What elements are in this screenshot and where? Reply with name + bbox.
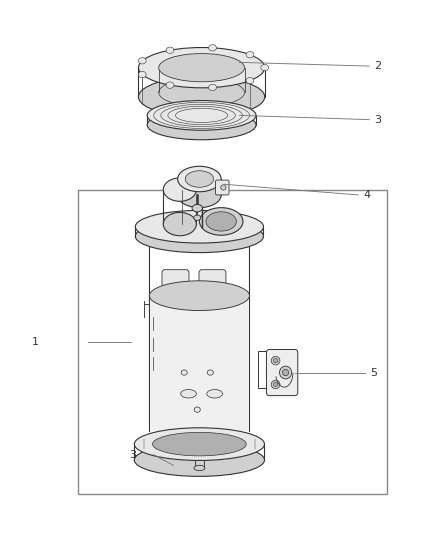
Ellipse shape [163,178,196,201]
Text: 4: 4 [364,190,371,200]
Bar [258,351,278,389]
Ellipse shape [271,380,280,389]
Bar [151,296,248,431]
Ellipse shape [246,77,254,84]
FancyBboxPatch shape [266,350,298,395]
Ellipse shape [181,370,187,375]
Text: 3: 3 [374,115,381,125]
Ellipse shape [134,443,265,477]
Text: 3: 3 [129,450,136,460]
Ellipse shape [163,213,196,236]
FancyBboxPatch shape [162,270,189,296]
Ellipse shape [166,47,174,53]
Ellipse shape [178,182,221,208]
Ellipse shape [166,82,174,88]
Text: 2: 2 [374,61,381,71]
Ellipse shape [221,185,226,190]
Ellipse shape [134,428,265,461]
Ellipse shape [147,110,256,140]
Ellipse shape [273,359,278,363]
Ellipse shape [279,366,292,379]
Ellipse shape [159,53,244,82]
Ellipse shape [147,101,256,130]
Ellipse shape [271,357,280,365]
Ellipse shape [159,78,244,107]
Ellipse shape [138,71,146,78]
Text: 5: 5 [370,368,377,377]
FancyBboxPatch shape [215,180,229,195]
Ellipse shape [208,84,216,91]
Ellipse shape [194,215,201,220]
Ellipse shape [283,369,289,376]
Bar [78,190,387,495]
Ellipse shape [138,77,265,117]
Ellipse shape [135,220,264,253]
FancyBboxPatch shape [199,270,226,296]
Ellipse shape [194,407,200,413]
Ellipse shape [208,45,216,51]
Ellipse shape [178,166,221,192]
Ellipse shape [138,47,265,88]
Ellipse shape [207,370,213,375]
Ellipse shape [149,281,250,311]
Ellipse shape [261,64,268,71]
Ellipse shape [185,171,214,187]
Ellipse shape [135,211,264,243]
Ellipse shape [152,432,246,456]
Ellipse shape [246,52,254,58]
Text: 1: 1 [32,337,39,347]
Ellipse shape [273,382,278,386]
Ellipse shape [199,208,243,235]
Ellipse shape [192,205,202,212]
Ellipse shape [181,390,196,398]
Ellipse shape [194,465,205,471]
Ellipse shape [207,390,223,398]
Ellipse shape [206,212,237,231]
Ellipse shape [138,58,146,64]
